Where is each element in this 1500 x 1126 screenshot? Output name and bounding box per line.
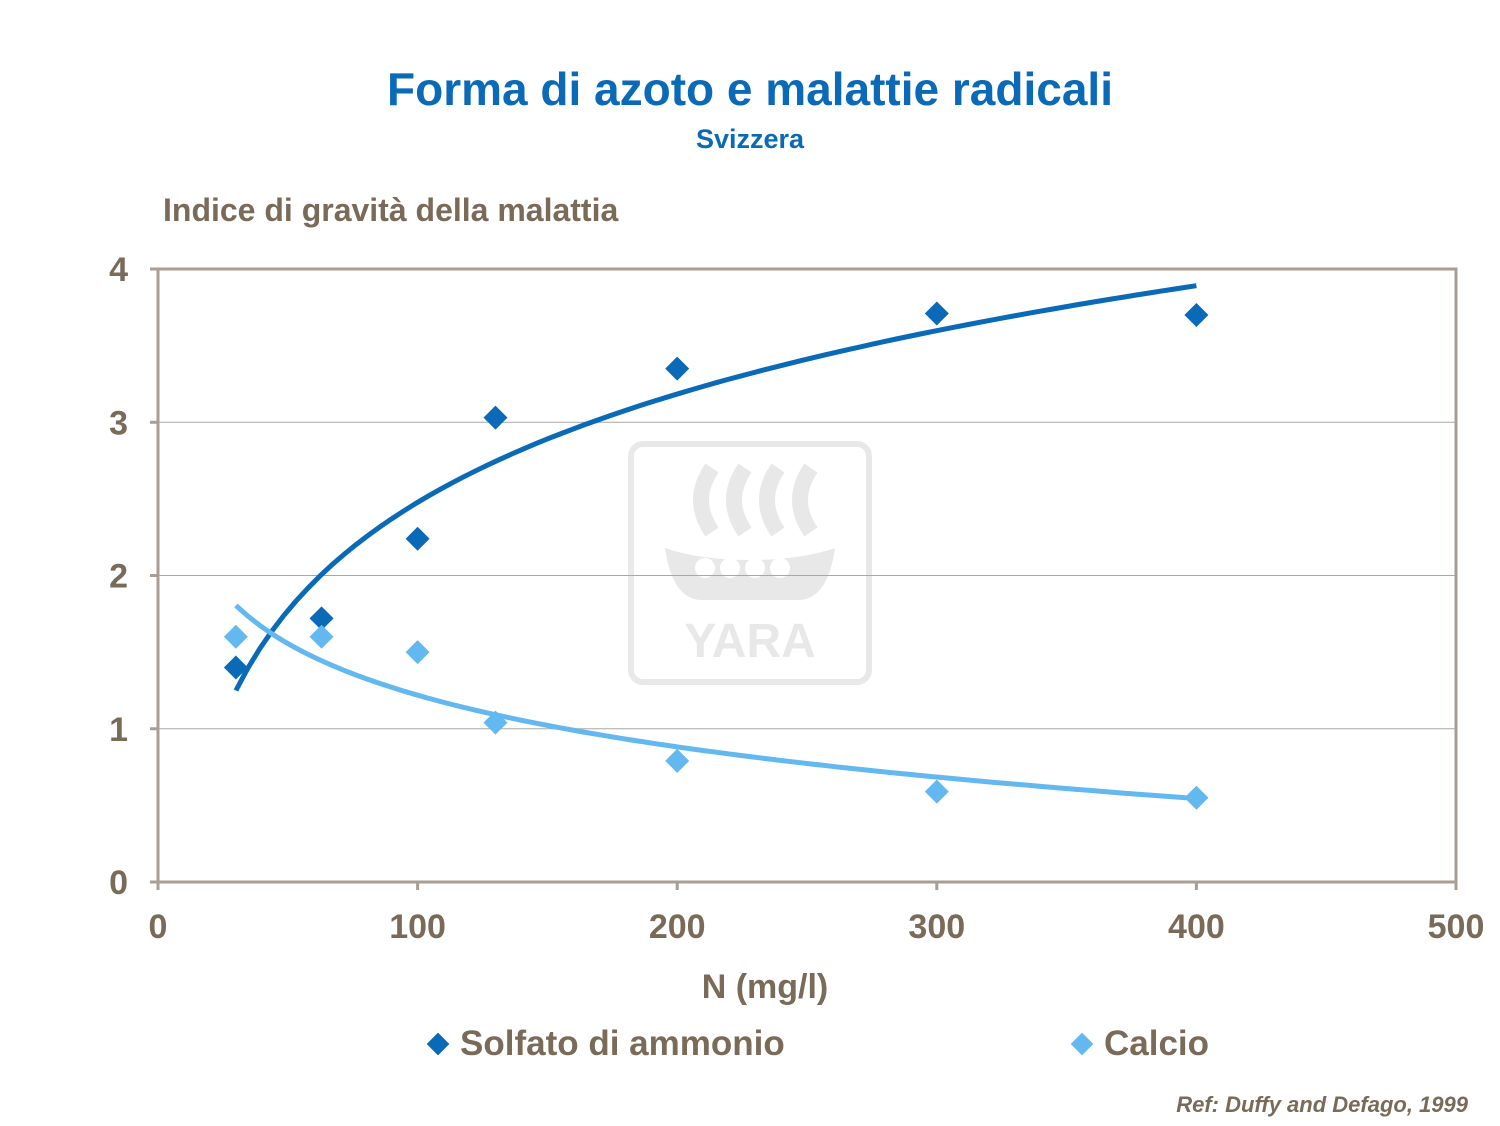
y-axis-label: Indice di gravità della malattia [163,192,619,228]
legend-item-solfato: Solfato di ammonio [426,1024,785,1064]
data-point-series-1 [924,301,949,326]
y-tick-label: 1 [109,711,128,749]
scatter-chart: YARA 0 1 2 3 4 0 100 200 300 400 500 [109,251,1485,946]
legend-label: Calcio [1104,1024,1210,1063]
y-tick-label: 4 [109,251,128,289]
x-axis-label: N (mg/l) [701,968,829,1006]
data-point-series-1 [483,405,508,430]
data-point-series-2 [924,779,949,804]
x-tick-label: 100 [389,908,446,946]
watermark-text: YARA [684,615,816,668]
data-point-series-1 [309,606,334,631]
x-tick-label: 500 [1428,908,1485,946]
x-tick-label: 200 [649,908,706,946]
diamond-icon [1070,1032,1094,1056]
data-point-series-1 [405,526,430,551]
data-point-series-1 [223,655,248,680]
reference-note: Ref: Duffy and Defago, 1999 [1176,1092,1468,1117]
legend-label: Solfato di ammonio [460,1024,785,1063]
y-tick-label: 3 [109,404,128,442]
y-tick-label: 2 [109,558,128,596]
x-tick-label: 0 [149,908,168,946]
x-tick-label: 400 [1168,908,1225,946]
data-point-series-2 [665,748,690,773]
data-point-series-2 [1184,785,1209,810]
legend-item-calcio: Calcio [1070,1024,1210,1064]
x-tick-label: 300 [908,908,965,946]
trendline-2 [234,603,1197,801]
yara-logo-watermark: YARA [628,441,872,685]
y-tick-label: 0 [109,864,128,902]
data-point-series-2 [223,624,248,649]
data-point-series-1 [665,356,690,381]
chart-subtitle: Svizzera [695,124,805,154]
chart-title: Forma di azoto e malattie radicali [387,63,1113,115]
data-point-series-2 [309,624,334,649]
data-point-series-1 [1184,302,1209,327]
data-point-series-2 [483,710,508,735]
data-point-series-2 [405,640,430,665]
trendline-1 [233,283,1197,692]
diamond-icon [426,1032,450,1056]
